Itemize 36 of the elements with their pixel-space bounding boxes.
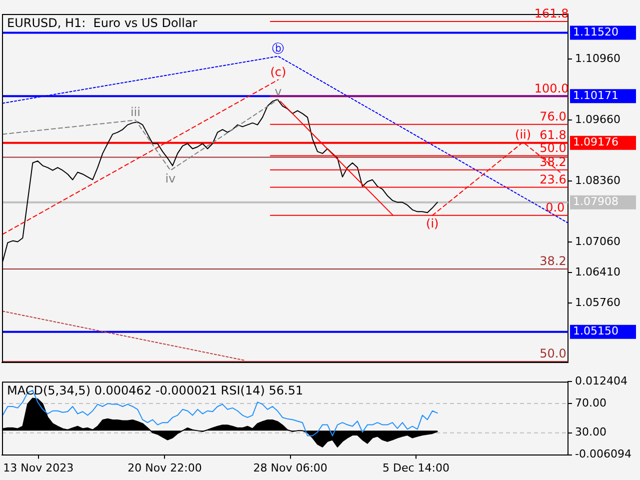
y-tick-label: 1.07060 [575,235,620,248]
ref-line-label: 1.09176 [573,136,618,149]
annotation: 23.6 [540,172,566,186]
chart-title: EURUSD, H1: Euro vs US Dollar [7,16,198,30]
annotation: (i) [426,216,439,231]
y-tick-label: 1.08360 [575,174,620,188]
y-tick-label: 70.00 [575,396,606,410]
y-tick-label: 1.10960 [575,52,620,65]
annotation: (c) [270,64,286,79]
y-tick-label: 1.09660 [575,112,620,126]
annotation: iv [165,171,176,186]
annotation: ⓑ [272,41,284,56]
y-tick-label: 1.06410 [575,266,620,279]
x-tick-label: 13 Nov 2023 [3,461,74,474]
annotation: 50.0 [540,140,566,155]
annotation: iii [130,105,140,120]
ref-line-label: 1.10171 [573,88,618,102]
annotation: 61.8 [540,128,566,142]
annotation: 38.2 [540,254,566,268]
chart-title: MACD(5,34,5) 0.000462 -0.000021 RSI(14) 56.51 [7,384,304,398]
y-tick-label: 30.00 [575,426,606,439]
ref-line-label: 1.05150 [573,324,618,338]
y-tick-label: 1.05760 [575,296,620,310]
annotation: (ii) [515,127,532,142]
annotation: 0.0 [546,200,565,215]
y2-tick-label: 0.012404 [575,374,628,388]
x-tick-label: 5 Dec 14:00 [382,461,450,474]
ref-line-label: 1.07908 [573,195,618,208]
annotation: 76.0 [540,109,566,124]
annotation: 50.0 [540,346,566,361]
x-tick-label: 20 Nov 22:00 [128,461,202,474]
y2-tick-label: -0.006094 [575,448,632,461]
x-tick-label: 28 Nov 06:00 [253,461,328,474]
ref-line-label: 1.11520 [573,26,618,39]
annotation: 38.2 [540,155,566,170]
annotation: v [274,84,282,99]
